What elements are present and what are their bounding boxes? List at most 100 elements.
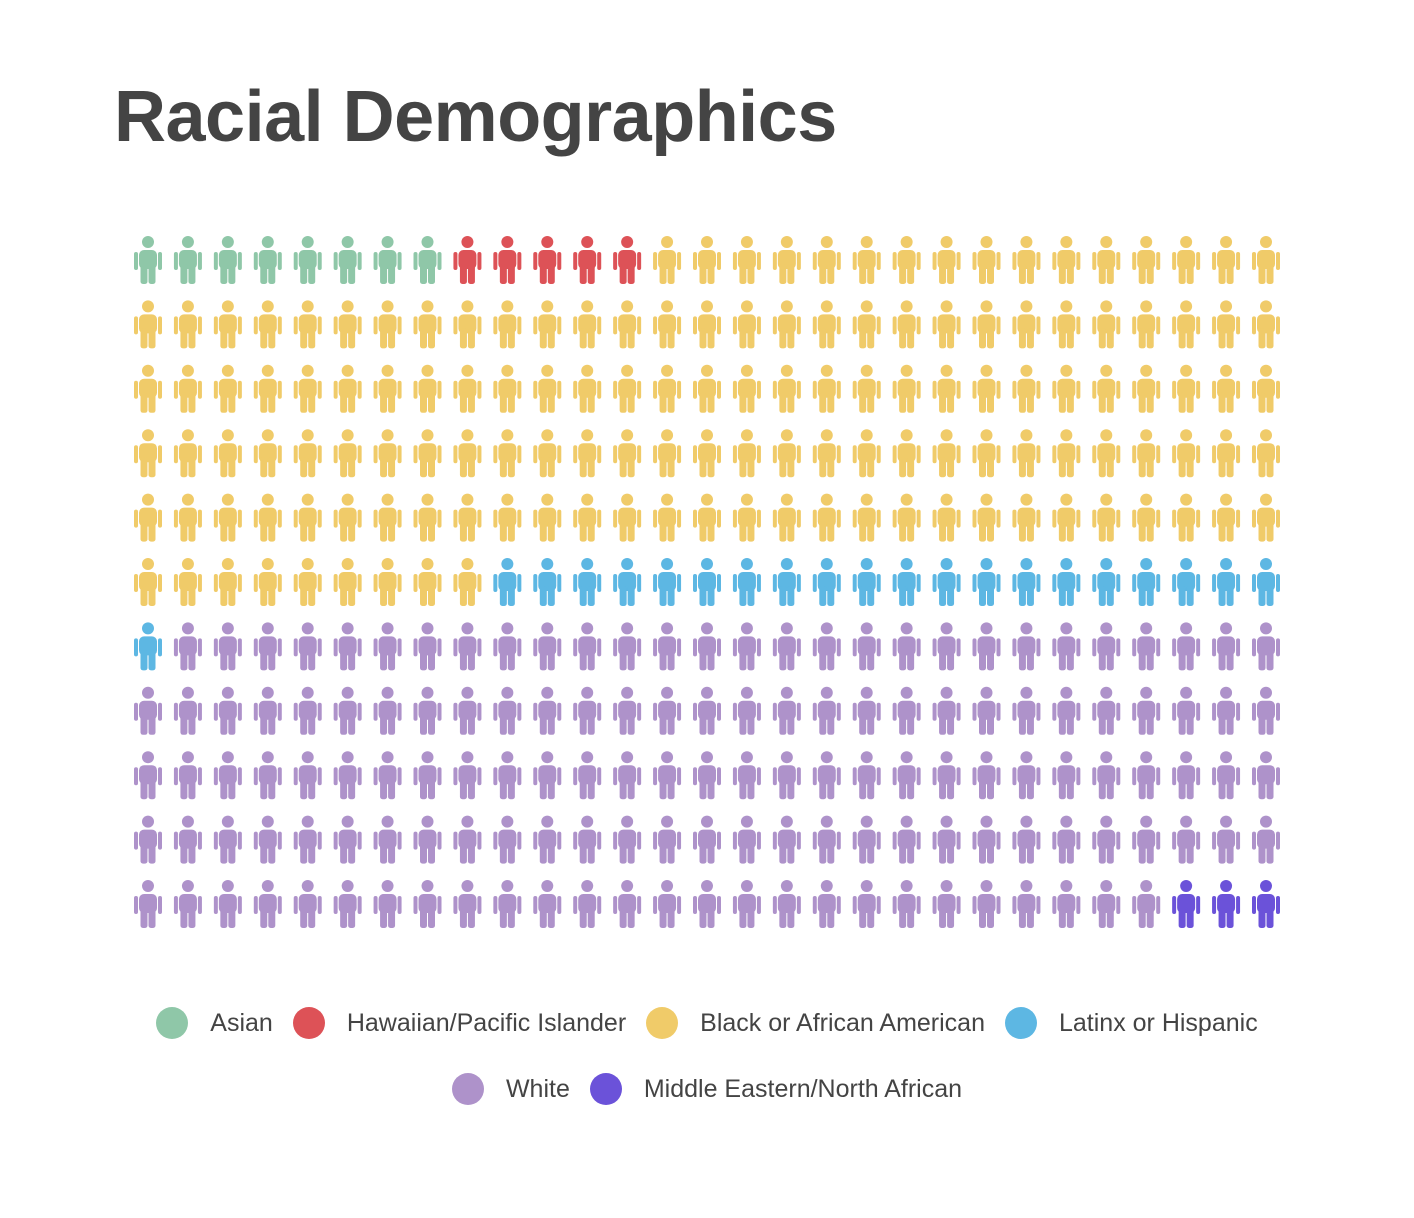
person-icon-asian [413,236,442,284]
person-icon-black-or-african-american [1092,300,1121,349]
person-icon-latinx-or-hispanic [852,558,881,606]
person-icon-white [1212,686,1241,735]
person-icon-white [812,622,841,671]
person-icon-white [293,622,322,671]
person-icon-black-or-african-american [972,364,1001,413]
person-icon-white [732,686,761,735]
legend-swatch-middle-eastern-north-african [589,1073,622,1105]
person-icon-white [932,751,961,800]
person-icon-white [772,880,801,928]
person-icon-white [1052,622,1081,671]
person-icon-black-or-african-american [892,429,921,478]
person-icon-white [253,751,282,800]
person-icon-black-or-african-american [1132,364,1161,413]
person-icon-white [213,880,242,928]
person-icon-black-or-african-american [1092,429,1121,478]
person-icon-black-or-african-american [1132,300,1161,349]
person-icon-black-or-african-american [453,300,482,349]
person-icon-black-or-african-american [1052,300,1081,349]
person-icon-white [812,815,841,864]
person-icon-white [972,622,1001,671]
person-icon-white [852,622,881,671]
person-icon-white [1252,622,1280,671]
person-icon-white [1092,622,1121,671]
person-icon-black-or-african-american [413,493,442,542]
person-icon-black-or-african-american [1012,493,1041,542]
person-icon-white [1132,622,1161,671]
person-icon-black-or-african-american [1052,236,1081,284]
person-icon-white [613,751,642,800]
person-icon-black-or-african-american [932,300,961,349]
person-icon-black-or-african-american [932,236,961,284]
person-icon-black-or-african-american [653,236,682,284]
person-icon-white [1132,751,1161,800]
person-icon-black-or-african-american [812,493,841,542]
person-icon-white [493,686,522,735]
person-icon-black-or-african-american [852,364,881,413]
person-icon-white [732,622,761,671]
person-icon-black-or-african-american [732,236,761,284]
person-icon-white [1132,686,1161,735]
person-icon-black-or-african-american [693,429,721,478]
person-icon-black-or-african-american [173,558,202,606]
person-icon-white [213,622,242,671]
person-icon-black-or-african-american [413,364,442,413]
legend-item-white: White [451,1073,570,1105]
person-icon-black-or-african-american [373,493,402,542]
person-icon-black-or-african-american [493,493,522,542]
person-icon-black-or-african-american [732,300,761,349]
person-icon-white [932,880,961,928]
person-icon-black-or-african-american [1172,236,1201,284]
person-icon-black-or-african-american [932,364,961,413]
person-icon-white [413,751,442,800]
person-icon-black-or-african-american [1092,364,1121,413]
person-icon-white [693,880,721,928]
person-icon-asian [373,236,402,284]
person-icon-white [972,815,1001,864]
legend-item-latinx-or-hispanic: Latinx or Hispanic [1004,1007,1258,1039]
person-icon-black-or-african-american [892,300,921,349]
person-icon-white [732,815,761,864]
person-icon-black-or-african-american [493,364,522,413]
person-icon-black-or-african-american [1092,236,1121,284]
person-icon-white [293,751,322,800]
person-icon-hawaiian-pacific-islander [573,236,602,284]
person-icon-white [333,622,362,671]
person-icon-black-or-african-american [1012,236,1041,284]
person-icon-latinx-or-hispanic [1052,558,1081,606]
person-icon-latinx-or-hispanic [1132,558,1161,606]
person-icon-black-or-african-american [293,300,322,349]
person-icon-black-or-african-american [653,493,682,542]
person-icon-black-or-african-american [173,364,202,413]
person-icon-black-or-african-american [1252,300,1280,349]
person-icon-latinx-or-hispanic [613,558,642,606]
person-icon-black-or-african-american [1012,364,1041,413]
person-icon-black-or-african-american [333,493,362,542]
person-icon-white [1052,686,1081,735]
person-icon-white [772,622,801,671]
person-icon-white [1092,880,1121,928]
person-icon-white [732,880,761,928]
person-icon-black-or-african-american [812,236,841,284]
person-icon-white [173,815,202,864]
person-icon-white [134,880,162,928]
person-icon-black-or-african-american [1212,300,1241,349]
legend-label-white: White [505,1074,570,1103]
person-icon-white [253,815,282,864]
person-icon-black-or-african-american [333,558,362,606]
person-icon-black-or-african-american [373,364,402,413]
chart-title: Racial Demographics [114,77,837,157]
person-icon-black-or-african-american [653,429,682,478]
person-icon-black-or-african-american [1212,236,1241,284]
person-icon-black-or-african-american [533,300,562,349]
person-icon-black-or-african-american [253,558,282,606]
person-icon-black-or-african-american [1052,429,1081,478]
person-icon-white [693,686,721,735]
legend-swatch-asian [156,1007,189,1039]
person-icon-white [653,815,682,864]
person-icon-white [852,751,881,800]
person-icon-white [573,686,602,735]
person-icon-black-or-african-american [134,558,162,606]
person-icon-black-or-african-american [972,429,1001,478]
